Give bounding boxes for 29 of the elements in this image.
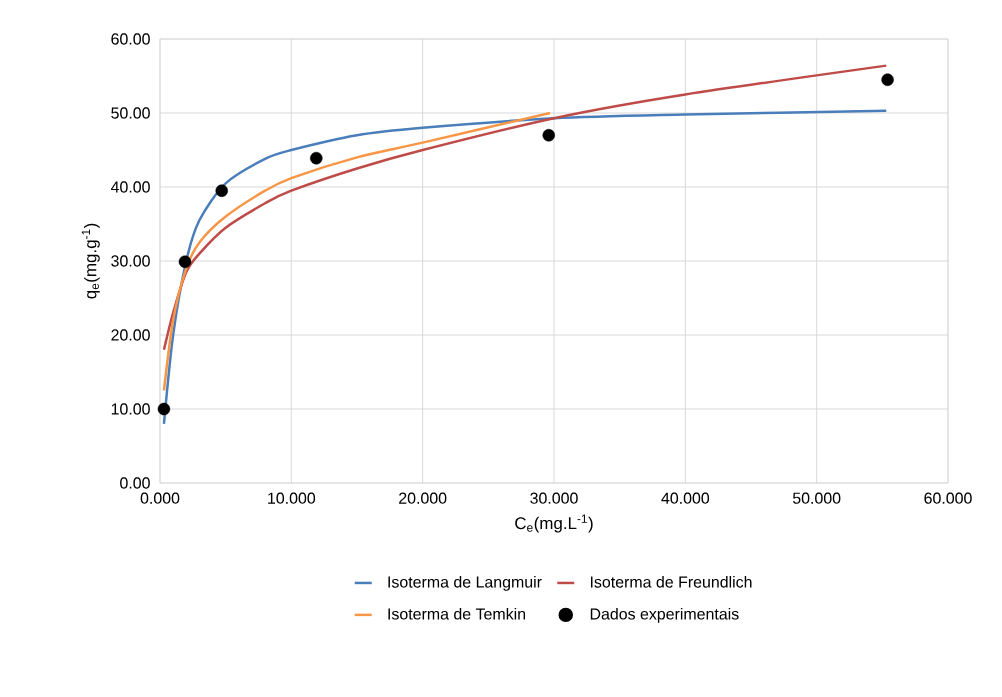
x-tick-label: 50.000: [792, 492, 841, 504]
x-tick-label: 20.000: [399, 492, 447, 504]
point: [881, 73, 894, 86]
y-tick-label: 10.00: [111, 403, 150, 415]
y-tick-label: 60.00: [111, 33, 150, 45]
x-tick-label: 60.000: [924, 492, 972, 504]
line-series: [162, 111, 552, 392]
x-tick-label: 0.000: [140, 492, 180, 504]
point: [542, 129, 555, 142]
legend-label: Isoterma de Langmuir: [388, 575, 542, 591]
x-tick-label: 40.000: [661, 492, 710, 504]
legend-label: Dados experimentais: [590, 607, 739, 623]
x-tick-label: 10.000: [268, 492, 316, 504]
point: [215, 184, 228, 197]
legend-label: Isoterma de Temkin: [388, 607, 526, 620]
point: [178, 255, 192, 268]
y-axis-title: q$_{e}$(mg.g$^{-1}$): [81, 223, 100, 299]
x-tick-label: 30.000: [530, 492, 578, 504]
point: [157, 402, 171, 416]
x-axis-title: C$_{e}$(mg.L$^{-1}$): [515, 514, 593, 533]
y-tick-label: 30.00: [111, 255, 150, 267]
line-series: [162, 109, 888, 426]
y-tick-label: 50.00: [111, 107, 150, 119]
y-tick-label: 20.00: [111, 329, 150, 341]
line-series: [162, 64, 888, 352]
y-tick-label: 40.00: [110, 181, 150, 193]
point: [310, 151, 323, 165]
legend-label: Isoterma de Freundlich: [590, 575, 752, 588]
y-tick-label: 0.00: [120, 477, 150, 489]
